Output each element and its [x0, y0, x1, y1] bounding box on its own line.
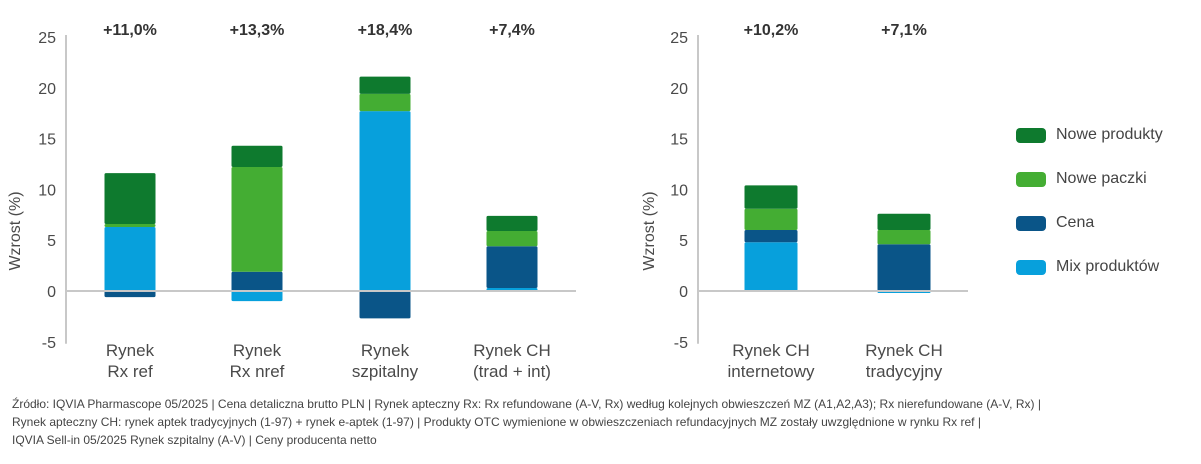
growth-label: +7,1% [881, 22, 927, 39]
y-tick-label: 25 [38, 30, 56, 47]
growth-label: +18,4% [358, 22, 413, 39]
bar-segment-nowe-paczki [486, 231, 538, 247]
y-tick-label: -5 [674, 335, 688, 352]
bar-segment-mix-produktow [104, 226, 156, 291]
bar-segment-mix-produktow [744, 242, 798, 291]
y-tick-label: 10 [38, 182, 56, 199]
category-label: Rx ref [107, 362, 153, 381]
legend-swatch-nowe-produkty [1016, 127, 1046, 143]
y-axis-title: Wzrost (%) [7, 191, 24, 270]
y-tick-label: 5 [679, 233, 688, 250]
legend-item-nowe-paczki: Nowe paczki [1016, 168, 1163, 190]
legend: Nowe produkty Nowe paczki Cena Mix produ… [1016, 124, 1163, 300]
y-tick-label: 5 [47, 233, 56, 250]
legend-label: Mix produktów [1056, 258, 1160, 275]
y-tick-label: 20 [670, 81, 688, 98]
growth-label: +13,3% [230, 22, 285, 39]
bar-segment-cena [359, 291, 411, 319]
bar-segment-cena [486, 246, 538, 288]
bar-segment-nowe-paczki [104, 223, 156, 227]
bar-segment-mix-produktow [231, 291, 283, 302]
stacked-bar-charts: 25 20 15 10 5 0 -5 Wzrost (%) +11,0% Rynek Rx ref +… [7, 22, 968, 381]
category-label: Rx nref [230, 362, 285, 381]
category-label: (trad + int) [473, 362, 551, 381]
growth-label: +7,4% [489, 22, 535, 39]
category-label: szpitalny [352, 362, 419, 381]
legend-label: Cena [1056, 214, 1095, 231]
legend-swatch-mix-produktow [1016, 259, 1046, 275]
y-tick-label: 15 [670, 132, 688, 149]
bar-segment-nowe-paczki [877, 230, 931, 245]
bar-segment-cena [877, 244, 931, 291]
footnote-line: Źródło: IQVIA Pharmascope 05/2025 | Cena… [12, 397, 1041, 411]
legend-item-cena: Cena [1016, 212, 1163, 234]
category-label: Rynek CH [473, 341, 550, 360]
source-footnote: Źródło: IQVIA Pharmascope 05/2025 | Cena… [12, 395, 1192, 449]
y-tick-label: 0 [679, 284, 688, 301]
bar-segment-cena [104, 291, 156, 298]
bar-segment-nowe-paczki [359, 93, 411, 112]
category-label: internetowy [728, 362, 815, 381]
y-tick-label: -5 [42, 335, 56, 352]
y-axis-title: Wzrost (%) [641, 191, 658, 270]
growth-label: +11,0% [103, 22, 157, 39]
footnote-line: Rynek apteczny CH: rynek aptek tradycyjn… [12, 415, 981, 429]
bar-segment-nowe-paczki [744, 208, 798, 231]
bar-segment-nowe-produkty [231, 145, 283, 168]
bar-segment-nowe-produkty [744, 185, 798, 209]
legend-swatch-cena [1016, 215, 1046, 231]
category-label: Rynek CH [732, 341, 809, 360]
legend-item-nowe-produkty: Nowe produkty [1016, 124, 1163, 146]
bar-segment-nowe-produkty [104, 173, 156, 224]
category-label: Rynek [233, 341, 282, 360]
growth-label: +10,2% [744, 22, 799, 39]
legend-swatch-nowe-paczki [1016, 171, 1046, 187]
bar-segment-nowe-paczki [231, 167, 283, 272]
category-label: Rynek [361, 341, 410, 360]
category-label: Rynek [106, 341, 155, 360]
legend-item-mix-produktow: Mix produktów [1016, 256, 1163, 278]
y-tick-label: 15 [38, 132, 56, 149]
category-label: tradycyjny [866, 362, 943, 381]
y-tick-label: 10 [670, 182, 688, 199]
bar-segment-nowe-produkty [877, 213, 931, 231]
legend-label: Nowe paczki [1056, 170, 1147, 187]
legend-label: Nowe produkty [1056, 126, 1163, 143]
bar-segment-nowe-produkty [486, 215, 538, 232]
y-tick-label: 25 [670, 30, 688, 47]
bar-segment-mix-produktow [359, 111, 411, 291]
y-tick-label: 0 [47, 284, 56, 301]
bar-segment-cena [231, 271, 283, 291]
category-label: Rynek CH [865, 341, 942, 360]
bar-segment-cena [744, 230, 798, 243]
bar-segment-nowe-produkty [359, 76, 411, 94]
y-tick-label: 20 [38, 81, 56, 98]
footnote-line: IQVIA Sell-in 05/2025 Rynek szpitalny (A… [12, 433, 377, 447]
